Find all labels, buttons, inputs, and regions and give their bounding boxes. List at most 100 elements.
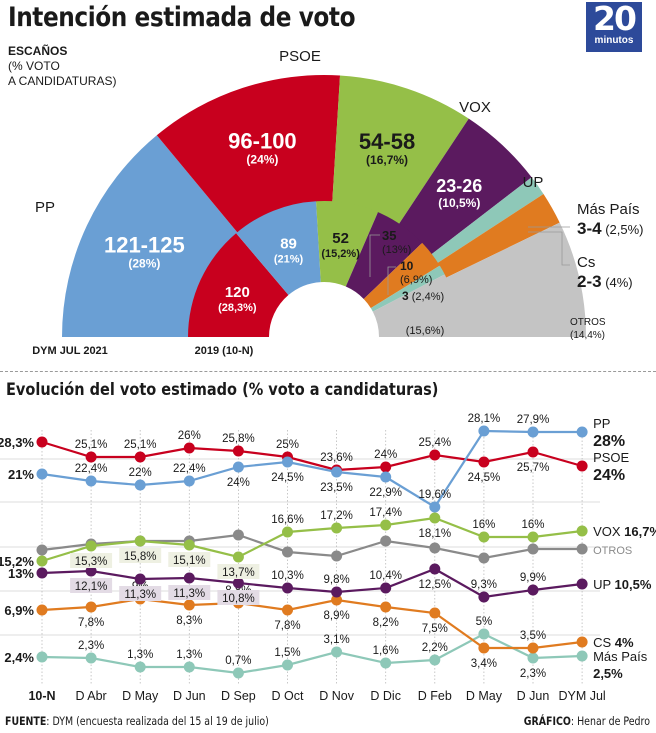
data-label: 6,9% xyxy=(4,603,34,618)
x-tick-label: D Feb xyxy=(418,689,452,703)
hemicycle-title: DYM JUL 2021 xyxy=(32,345,108,357)
slice-seats-label: 35 xyxy=(382,228,396,243)
x-tick-label: 10-N xyxy=(28,689,55,703)
source-note: FUENTE: DYM (encuesta realizada del 15 a… xyxy=(5,714,269,728)
data-point xyxy=(232,577,244,589)
data-point xyxy=(478,425,490,437)
data-label: 2,2% xyxy=(422,642,448,654)
data-label: 8,9% xyxy=(323,610,349,622)
end-label: VOX 16,7% xyxy=(593,524,656,539)
data-point xyxy=(232,667,244,679)
data-point xyxy=(282,582,293,594)
data-point xyxy=(183,539,195,551)
data-point xyxy=(331,550,343,562)
data-point xyxy=(478,591,490,603)
series-psoe: 28,3% 25,1% 25,1% 26% 25,8% 25% 23,6% 24% 25,4% 2… xyxy=(0,430,630,484)
data-point xyxy=(134,451,146,463)
data-point xyxy=(232,529,244,541)
data-point xyxy=(36,651,48,663)
hemicycle-slice-otros xyxy=(372,274,460,337)
data-point xyxy=(576,578,588,590)
data-label-bg xyxy=(217,590,260,605)
data-point xyxy=(85,565,97,577)
data-point xyxy=(134,573,146,585)
data-point xyxy=(183,572,195,584)
data-label: 3,4% xyxy=(471,658,497,670)
data-label: 13,7% xyxy=(222,567,255,579)
data-point xyxy=(36,555,48,567)
data-point xyxy=(527,543,539,555)
page-title: Intención estimada de voto xyxy=(8,2,356,33)
data-label-bg xyxy=(70,578,113,593)
party-name-label: OTROS xyxy=(570,317,606,328)
data-label: 28,1% xyxy=(468,413,501,425)
series-line xyxy=(41,597,583,650)
data-label: 23,5% xyxy=(320,482,353,494)
slice-pct-label: (28%) xyxy=(128,257,160,271)
party-name-label: Cs xyxy=(577,254,595,271)
data-point xyxy=(478,531,490,543)
data-label: 16% xyxy=(472,519,495,531)
end-label: PSOE xyxy=(593,450,629,465)
section-divider xyxy=(0,371,656,372)
slice-seats-label: 23-26 xyxy=(436,176,482,196)
data-point xyxy=(576,650,588,662)
data-point xyxy=(478,642,490,654)
hemicycle-slice-cs xyxy=(437,193,560,279)
data-point xyxy=(331,586,343,598)
hemicycle-slice-pp xyxy=(62,135,238,337)
data-label: 1,5% xyxy=(274,647,300,659)
data-label: 26% xyxy=(178,430,201,442)
data-point xyxy=(576,460,588,472)
data-point xyxy=(282,456,293,468)
data-point xyxy=(527,642,539,654)
series-up: 13% 12,1% 11,3% 11,3% 10,8% 10,3% 9,8% 10,4% 12,… xyxy=(8,563,652,605)
data-label: 18,1% xyxy=(418,528,451,540)
brand-logo: 20 minutos xyxy=(586,2,642,52)
data-point xyxy=(282,604,293,616)
data-label: 25,8% xyxy=(222,433,255,445)
data-point xyxy=(282,659,293,671)
hemicycle-slice-pp xyxy=(236,201,321,296)
data-point xyxy=(85,540,97,552)
series-group: OTROS 2,4% 2,3% 1,3% 1,3% 0,7% 1,5% 3,1% 1,6% 2,2… xyxy=(0,413,656,681)
data-label: 15,2% xyxy=(0,554,34,569)
data-label: 16% xyxy=(521,519,544,531)
slice-pct-label: (14,4%) xyxy=(570,330,605,341)
series-line xyxy=(41,516,583,563)
hemicycle-slice-up xyxy=(398,118,532,255)
data-label: 2,3% xyxy=(520,668,546,680)
series-line xyxy=(41,632,583,675)
data-point xyxy=(429,654,441,666)
data-point xyxy=(85,652,97,664)
data-point xyxy=(36,468,48,480)
data-label: 3,1% xyxy=(323,634,349,646)
data-label: 0,7% xyxy=(225,655,251,667)
data-point xyxy=(478,552,490,564)
data-label: 1,3% xyxy=(176,649,202,661)
slice-seats-label: 120 xyxy=(225,284,250,301)
data-label: 3,5% xyxy=(520,630,546,642)
data-label: 8,2% xyxy=(373,617,399,629)
data-label: 11,3% xyxy=(173,588,205,600)
x-tick-label: D Jun xyxy=(517,689,550,703)
credit-text: : Henar de Pedro xyxy=(570,714,650,728)
data-point xyxy=(331,466,343,478)
data-point xyxy=(36,604,48,616)
data-label: 10,8% xyxy=(222,593,255,605)
data-label: 15,8% xyxy=(124,551,157,563)
data-point xyxy=(331,646,343,658)
data-point xyxy=(478,456,490,468)
data-label: 21% xyxy=(8,467,34,482)
data-label: 25,4% xyxy=(418,437,451,449)
party-name-label: UP xyxy=(523,174,544,191)
source-label: FUENTE xyxy=(5,714,47,728)
data-point xyxy=(527,426,539,438)
hemicycle-slice-vox xyxy=(332,75,469,225)
data-label: 25,1% xyxy=(124,439,157,451)
data-point xyxy=(527,652,539,664)
x-tick-label: D Jun xyxy=(173,689,206,703)
data-label: 28,3% xyxy=(0,435,34,450)
data-label-bg xyxy=(70,553,113,568)
slice-seats-label: 96-100 xyxy=(228,128,297,153)
